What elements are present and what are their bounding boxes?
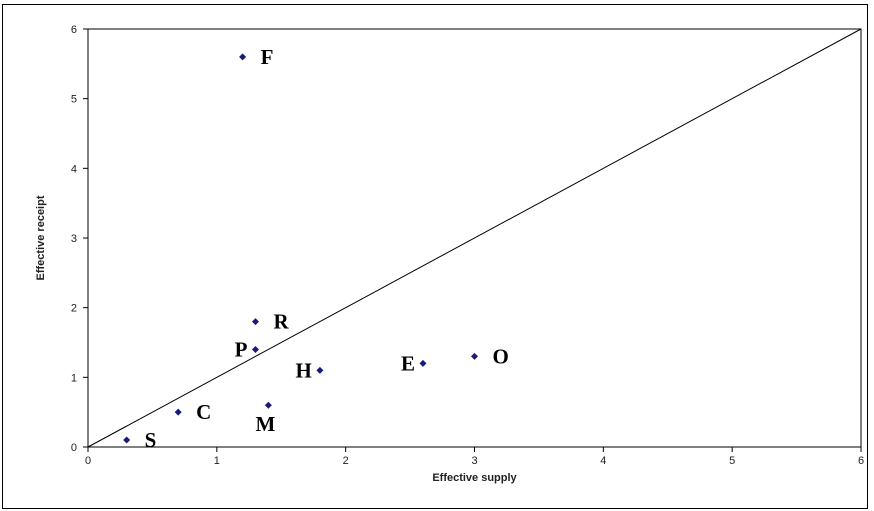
x-tick-label: 0: [85, 455, 91, 467]
point-label-p: P: [235, 337, 248, 361]
y-axis-title: Effective receipt: [35, 195, 47, 280]
y-tick-label: 2: [71, 303, 77, 315]
point-label-h: H: [296, 358, 312, 382]
point-marker-h: [316, 366, 324, 374]
point-marker-o: [471, 352, 478, 360]
reference-line: [87, 28, 862, 448]
point-label-s: S: [145, 428, 157, 452]
data-points: F R P H E O C M S: [123, 45, 509, 452]
point-marker-c: [174, 408, 182, 416]
y-tick-label: 0: [71, 442, 77, 454]
y-tick-label: 6: [71, 24, 77, 36]
chart-frame: [2, 4, 868, 509]
y-tick-label: 3: [71, 233, 77, 245]
point-marker-r: [251, 318, 259, 326]
x-tick-label: 2: [343, 455, 349, 467]
x-tick-label: 6: [858, 455, 864, 467]
point-marker-s: [123, 436, 131, 444]
point-marker-f: [239, 53, 247, 61]
point-label-m: M: [255, 412, 275, 436]
x-tick-label: 3: [471, 455, 477, 467]
reference-line-group: [87, 28, 862, 448]
point-label-o: O: [493, 344, 509, 368]
x-tick-label: 5: [729, 455, 735, 467]
y-tick-label: 1: [71, 372, 77, 384]
point-marker-e: [419, 359, 427, 367]
point-label-r: R: [273, 310, 289, 334]
y-tick-label: 4: [71, 163, 77, 175]
point-label-c: C: [196, 400, 211, 424]
point-marker-m: [264, 401, 272, 409]
point-label-e: E: [401, 351, 415, 375]
point-label-f: F: [261, 45, 274, 69]
y-tick-label: 5: [71, 94, 77, 106]
point-marker-p: [251, 345, 259, 353]
axes: 0 1 2 3 4 5 6 0 1 2 3 4 5 6: [71, 24, 864, 467]
x-tick-label: 1: [214, 455, 220, 467]
x-axis-title: Effective supply: [432, 472, 517, 484]
x-tick-label: 4: [600, 455, 606, 467]
